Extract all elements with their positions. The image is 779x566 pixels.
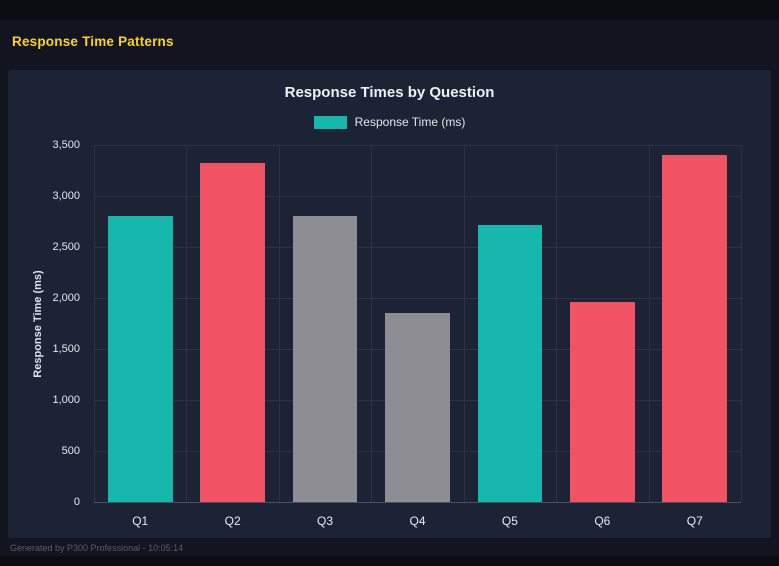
chart-panel: Response Times by Question Response Time… [8,70,771,538]
y-tick-label: 3,000 [52,190,80,202]
grid-line-vertical [94,145,95,502]
x-tick-label: Q1 [132,514,149,528]
grid-line-vertical [186,145,188,502]
legend-swatch-icon [313,115,347,129]
report-footer: Generated by P300 Professional - 10:05:1… [10,543,184,553]
grid-line-horizontal [94,196,741,197]
window-bottom-strip [0,556,779,566]
y-axis-ticks: 3,500 3,000 2,500 2,000 1,500 1,000 500 0 [8,139,88,508]
grid-line-vertical [741,145,742,502]
y-tick-label: 2,500 [52,241,80,253]
y-tick-label: 500 [61,445,80,457]
x-tick-label: Q2 [224,514,241,528]
x-tick-label: Q3 [317,514,334,528]
grid-line-vertical [278,145,280,502]
y-tick-label: 0 [73,496,80,508]
bar-q5 [477,224,543,502]
page-title: Response Time Patterns [12,33,174,49]
chart-body: Response Time (ms) 3,500 3,000 2,500 2,000 1… [8,139,771,528]
grid-line-horizontal [94,502,741,503]
window-top-strip [0,0,779,20]
grid-line-vertical [556,145,558,502]
plot-area [94,145,742,503]
y-tick-label: 2,000 [52,292,80,304]
y-tick-label: 3,500 [52,139,80,151]
grid-line-vertical [648,145,650,502]
x-axis-labels: Q1 Q2 Q3 Q4 Q5 Q6 Q7 [94,502,741,534]
grid-line-vertical [463,145,465,502]
y-tick-label: 1,500 [52,343,80,355]
bar-q1 [107,216,173,502]
legend-label: Response Time (ms) [354,115,466,129]
x-tick-label: Q6 [594,514,611,528]
grid-line-horizontal [94,145,741,146]
page-header: Response Time Patterns [0,20,779,62]
bar-q4 [385,313,450,502]
grid-line-horizontal [94,298,741,299]
chart-legend: Response Time (ms) [8,115,771,129]
bar-q2 [200,163,265,502]
grid-line-horizontal [94,247,741,248]
bar-q6 [570,302,635,502]
x-tick-label: Q5 [501,514,518,528]
bar-q7 [662,155,728,502]
y-tick-label: 1,000 [52,394,80,406]
chart-title: Response Times by Question [284,84,495,101]
grid-line-vertical [371,145,373,502]
x-tick-label: Q7 [686,514,703,528]
x-tick-label: Q4 [409,514,426,528]
bar-q3 [292,216,358,502]
